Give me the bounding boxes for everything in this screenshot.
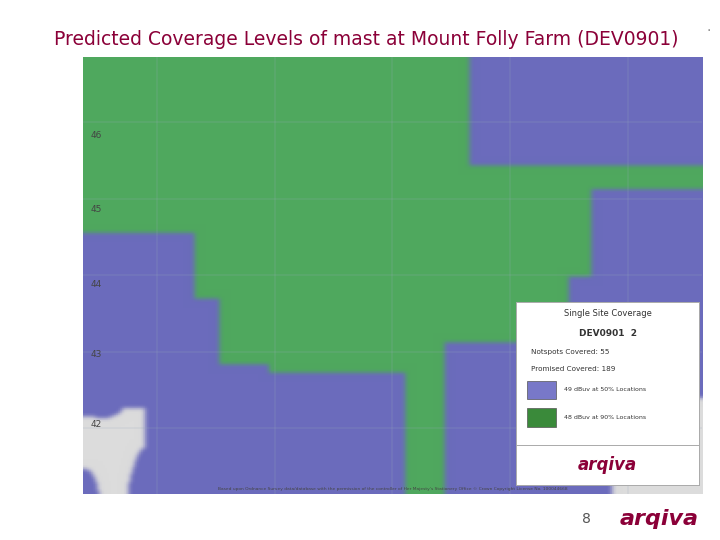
Text: 48 dBuv at 90% Locations: 48 dBuv at 90% Locations	[564, 415, 646, 420]
Text: 46: 46	[90, 131, 102, 140]
Text: 43: 43	[90, 349, 102, 359]
Text: Promised Covered: 189: Promised Covered: 189	[531, 366, 615, 372]
Text: 45: 45	[90, 205, 102, 214]
Text: arqiva: arqiva	[578, 456, 637, 474]
Bar	[527, 408, 557, 427]
Text: Notspots Covered: 55: Notspots Covered: 55	[531, 349, 609, 355]
Text: arqiva: arqiva	[619, 509, 698, 530]
Text: Predicted Coverage Levels of mast at Mount Folly Farm (DEV0901): Predicted Coverage Levels of mast at Mou…	[54, 30, 678, 49]
Text: Based upon Ordnance Survey data/database with the permission of the controller o: Based upon Ordnance Survey data/database…	[217, 487, 567, 491]
Text: 49 dBuv at 50% Locations: 49 dBuv at 50% Locations	[564, 387, 646, 393]
Text: DEV0901  2: DEV0901 2	[579, 329, 636, 338]
Text: 42: 42	[90, 420, 102, 429]
Text: 44: 44	[90, 280, 102, 289]
Text: Single Site Coverage: Single Site Coverage	[564, 309, 652, 318]
Text: 8: 8	[582, 512, 591, 526]
Bar	[527, 381, 557, 399]
Text: ·: ·	[707, 24, 711, 38]
